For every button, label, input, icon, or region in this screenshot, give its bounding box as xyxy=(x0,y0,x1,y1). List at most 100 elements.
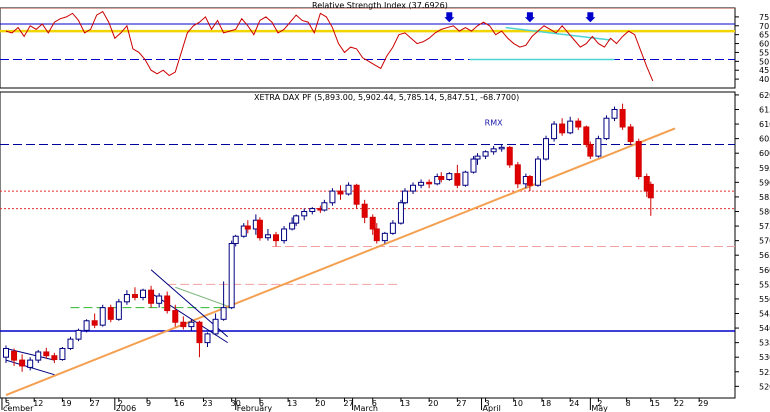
candle-up xyxy=(264,234,271,239)
candle-up xyxy=(27,359,34,368)
period-label: March xyxy=(354,404,378,412)
price-tick-label: 5550 xyxy=(759,280,770,289)
rsi-tick-label: 65 xyxy=(759,31,769,40)
candle-up xyxy=(83,320,90,331)
period-label: April xyxy=(483,404,501,412)
date-tick-label: 12 xyxy=(33,399,43,408)
rsi-plot xyxy=(0,8,735,82)
candle-up xyxy=(551,123,558,140)
price-tick-label: 5200 xyxy=(759,382,770,391)
candle-up xyxy=(603,117,610,140)
date-tick-label: 27 xyxy=(456,399,466,408)
rsi-tick-label: 50 xyxy=(759,57,769,66)
candle-down xyxy=(627,126,634,143)
candle-up xyxy=(67,338,74,349)
candle-down xyxy=(526,176,533,186)
candle-up xyxy=(595,138,602,157)
rsi-tick-label: 70 xyxy=(759,22,769,31)
candle-down xyxy=(91,320,98,326)
date-tick-label: 15 xyxy=(650,399,660,408)
candle-up xyxy=(498,146,505,150)
date-tick-label: 9 xyxy=(146,399,151,408)
candle-down xyxy=(273,234,280,242)
date-tick-label: 27 xyxy=(90,399,100,408)
price-tick-label: 5950 xyxy=(759,164,770,173)
candle-down xyxy=(244,225,251,230)
price-tick-label: 6150 xyxy=(759,105,770,114)
price-tick-label: 5250 xyxy=(759,368,770,377)
date-tick-label: 20 xyxy=(315,399,325,408)
candle-up xyxy=(470,158,477,173)
date-tick-label: 5 xyxy=(5,399,10,408)
candle-up xyxy=(75,329,82,340)
date-tick-label: 10 xyxy=(513,399,523,408)
candle-down xyxy=(51,355,58,361)
rsi-down-arrow-2 xyxy=(585,12,596,23)
date-tick-label: 24 xyxy=(569,399,579,408)
rsi-tick-label: 40 xyxy=(759,75,769,84)
date-tick-label: 2 xyxy=(597,399,602,408)
price-tick-label: 5450 xyxy=(759,309,770,318)
candle-down xyxy=(353,184,360,205)
rsi-panel xyxy=(0,7,736,89)
date-tick-label: 8 xyxy=(626,399,631,408)
candle-down xyxy=(148,289,155,304)
candle-up xyxy=(293,215,300,224)
candle-down xyxy=(373,228,380,242)
candle-up xyxy=(490,148,497,153)
candle-up xyxy=(220,307,227,320)
price-tick-label: 6100 xyxy=(759,120,770,129)
candle-down xyxy=(647,183,654,199)
candle-up xyxy=(345,184,352,195)
candle-up xyxy=(397,202,404,224)
candle-up xyxy=(289,222,296,230)
candle-down xyxy=(587,143,594,157)
rsi-tick-label: 55 xyxy=(759,48,769,57)
rsi-tick-label: 60 xyxy=(759,40,769,49)
period-label: cember xyxy=(3,404,34,412)
candle-up xyxy=(389,222,396,234)
candle-up xyxy=(240,225,247,237)
price-tick-label: 5900 xyxy=(759,178,770,187)
date-tick-label: 29 xyxy=(698,399,708,408)
candle-up xyxy=(281,228,288,242)
candle-down xyxy=(11,350,18,361)
candle-down xyxy=(643,176,650,192)
rsi-down-arrow-0 xyxy=(444,12,455,23)
candle-up xyxy=(99,307,106,326)
candle-up xyxy=(446,173,453,180)
period-label: 2006 xyxy=(116,404,136,412)
candle-down xyxy=(361,203,368,218)
date-tick-label: 20 xyxy=(428,399,438,408)
price-tick-label: 5300 xyxy=(759,353,770,362)
candle-down xyxy=(196,321,203,344)
date-tick-label: 13 xyxy=(287,399,297,408)
candle-up xyxy=(321,202,328,211)
candle-down xyxy=(369,216,376,230)
candle-down xyxy=(575,120,582,128)
candle-down xyxy=(337,190,344,195)
date-tick-label: 13 xyxy=(400,399,410,408)
price-segment-1 xyxy=(175,286,232,309)
period-label: May xyxy=(591,404,608,412)
candle-down xyxy=(172,310,179,323)
candle-up xyxy=(434,176,441,185)
candle-up xyxy=(482,151,489,157)
price-plot: RMX xyxy=(0,103,735,397)
price-tick-label: 5850 xyxy=(759,193,770,202)
price-tick-label: 5350 xyxy=(759,339,770,348)
rsi-title: Relative Strength Index (37.6926) xyxy=(312,1,448,10)
candle-down xyxy=(43,351,50,357)
candle-up xyxy=(401,190,408,204)
candle-up xyxy=(204,333,211,344)
date-axis: 5121927291623306132027613202731018242815… xyxy=(1,398,708,412)
candle-up xyxy=(329,190,336,204)
price-tick-label: 5700 xyxy=(759,237,770,246)
period-label: February xyxy=(237,404,273,412)
candle-up xyxy=(309,208,316,212)
date-tick-label: 6 xyxy=(259,399,264,408)
date-tick-label: 23 xyxy=(202,399,212,408)
